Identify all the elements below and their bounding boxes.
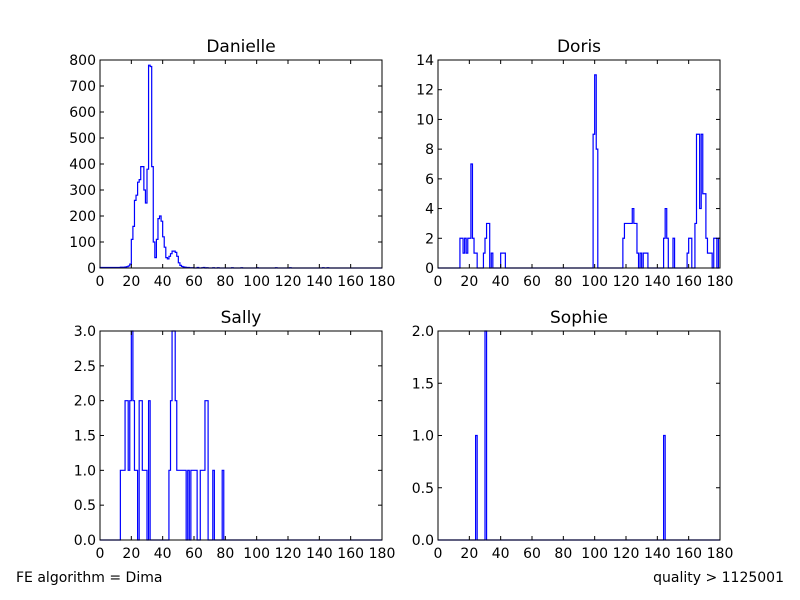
subplot-sophie: Sophie 0 20 40 60 80 100 120 140 160 180 0.0 0.5 1.0 1… bbox=[412, 308, 734, 562]
y-tick-label: 800 bbox=[69, 53, 96, 69]
y-tick-label: 12 bbox=[416, 83, 434, 99]
y-tick-label: 0.0 bbox=[74, 533, 96, 549]
y-tick-label: 700 bbox=[69, 79, 96, 95]
y-tick-label: 2.0 bbox=[74, 394, 96, 410]
subplot-danielle: Danielle 0 20 40 60 80 100 120 140 160 180 0 100 200 3… bbox=[69, 37, 395, 290]
x-tick-label: 20 bbox=[460, 274, 478, 290]
axes-frame bbox=[99, 59, 383, 269]
x-tick-label: 140 bbox=[644, 546, 671, 562]
y-tick-label: 0 bbox=[87, 261, 96, 277]
y-tick-label: 1.5 bbox=[74, 429, 96, 445]
histogram-line-doris bbox=[438, 74, 720, 269]
subplot-doris: Doris 0 20 40 60 80 100 120 140 160 180 0 2 4 6 8 10 12 14 bbox=[416, 37, 733, 290]
histogram-line-sophie bbox=[438, 330, 720, 541]
x-tick-label: 120 bbox=[275, 274, 302, 290]
y-tick-label: 2.5 bbox=[74, 359, 96, 375]
x-tick-label: 180 bbox=[707, 546, 734, 562]
y-tick-label: 3.0 bbox=[74, 324, 96, 340]
y-tick-label: 200 bbox=[69, 209, 96, 225]
y-tick-label: 0.0 bbox=[412, 533, 434, 549]
x-tick-label: 100 bbox=[243, 274, 270, 290]
y-tick-label: 2 bbox=[425, 231, 434, 247]
axes-frame bbox=[437, 59, 721, 269]
y-tick-label: 14 bbox=[416, 53, 434, 69]
x-tick-label: 0 bbox=[434, 274, 443, 290]
x-tick-label: 120 bbox=[275, 546, 302, 562]
y-tick-label: 4 bbox=[425, 202, 434, 218]
x-tick-label: 100 bbox=[243, 546, 270, 562]
x-tick-label: 180 bbox=[369, 274, 396, 290]
x-tick-label: 20 bbox=[122, 546, 140, 562]
histogram-line-danielle bbox=[99, 64, 382, 269]
x-tick-label: 160 bbox=[675, 546, 702, 562]
x-tick-label: 40 bbox=[154, 274, 172, 290]
y-tick-label: 1.5 bbox=[412, 376, 434, 392]
x-tick-label: 140 bbox=[644, 274, 671, 290]
x-tick-label: 100 bbox=[581, 546, 608, 562]
x-tick-label: 20 bbox=[460, 546, 478, 562]
x-tick-label: 80 bbox=[216, 546, 234, 562]
y-tick-label: 0.5 bbox=[74, 498, 96, 514]
x-tick-label: 160 bbox=[675, 274, 702, 290]
x-tick-label: 140 bbox=[306, 274, 333, 290]
x-tick-label: 140 bbox=[306, 546, 333, 562]
subplot-sally: Sally 0 20 40 60 80 100 120 140 160 180 0.0 0.5 1.0 1.… bbox=[74, 308, 396, 562]
x-tick-label: 0 bbox=[96, 274, 105, 290]
subplot-title: Sophie bbox=[550, 308, 608, 328]
subplot-title: Sally bbox=[221, 308, 262, 328]
y-tick-label: 2.0 bbox=[412, 324, 434, 340]
y-tick-label: 8 bbox=[425, 142, 434, 158]
x-tick-label: 0 bbox=[434, 546, 443, 562]
x-tick-label: 20 bbox=[122, 274, 140, 290]
x-tick-label: 120 bbox=[613, 274, 640, 290]
y-tick-label: 1.0 bbox=[412, 429, 434, 445]
axes-frame bbox=[437, 330, 721, 541]
y-tick-label: 0.5 bbox=[412, 481, 434, 497]
x-tick-label: 160 bbox=[337, 546, 364, 562]
x-tick-label: 40 bbox=[154, 546, 172, 562]
x-tick-label: 120 bbox=[613, 546, 640, 562]
x-tick-label: 180 bbox=[707, 274, 734, 290]
y-tick-label: 1.0 bbox=[74, 463, 96, 479]
y-tick-label: 0 bbox=[425, 261, 434, 277]
x-tick-label: 80 bbox=[554, 546, 572, 562]
x-tick-label: 160 bbox=[337, 274, 364, 290]
y-tick-label: 500 bbox=[69, 131, 96, 147]
y-tick-label: 300 bbox=[69, 183, 96, 199]
subplot-title: Danielle bbox=[206, 37, 275, 57]
x-tick-label: 60 bbox=[523, 274, 541, 290]
x-tick-label: 80 bbox=[216, 274, 234, 290]
x-tick-label: 60 bbox=[523, 546, 541, 562]
x-tick-label: 60 bbox=[185, 274, 203, 290]
y-tick-label: 6 bbox=[425, 172, 434, 188]
subplot-title: Doris bbox=[557, 37, 601, 57]
histogram-line-sally bbox=[100, 330, 382, 541]
y-tick-label: 600 bbox=[69, 105, 96, 121]
x-tick-label: 80 bbox=[554, 274, 572, 290]
x-tick-label: 0 bbox=[96, 546, 105, 562]
x-tick-label: 40 bbox=[492, 274, 510, 290]
x-tick-label: 40 bbox=[492, 546, 510, 562]
y-tick-label: 400 bbox=[69, 157, 96, 173]
footer-quality-label: quality > 1125001 bbox=[653, 570, 784, 586]
x-tick-label: 60 bbox=[185, 546, 203, 562]
y-tick-label: 100 bbox=[69, 235, 96, 251]
x-tick-label: 180 bbox=[369, 546, 396, 562]
footer-algorithm-label: FE algorithm = Dima bbox=[16, 570, 163, 586]
y-tick-label: 10 bbox=[416, 112, 434, 128]
x-tick-label: 100 bbox=[581, 274, 608, 290]
